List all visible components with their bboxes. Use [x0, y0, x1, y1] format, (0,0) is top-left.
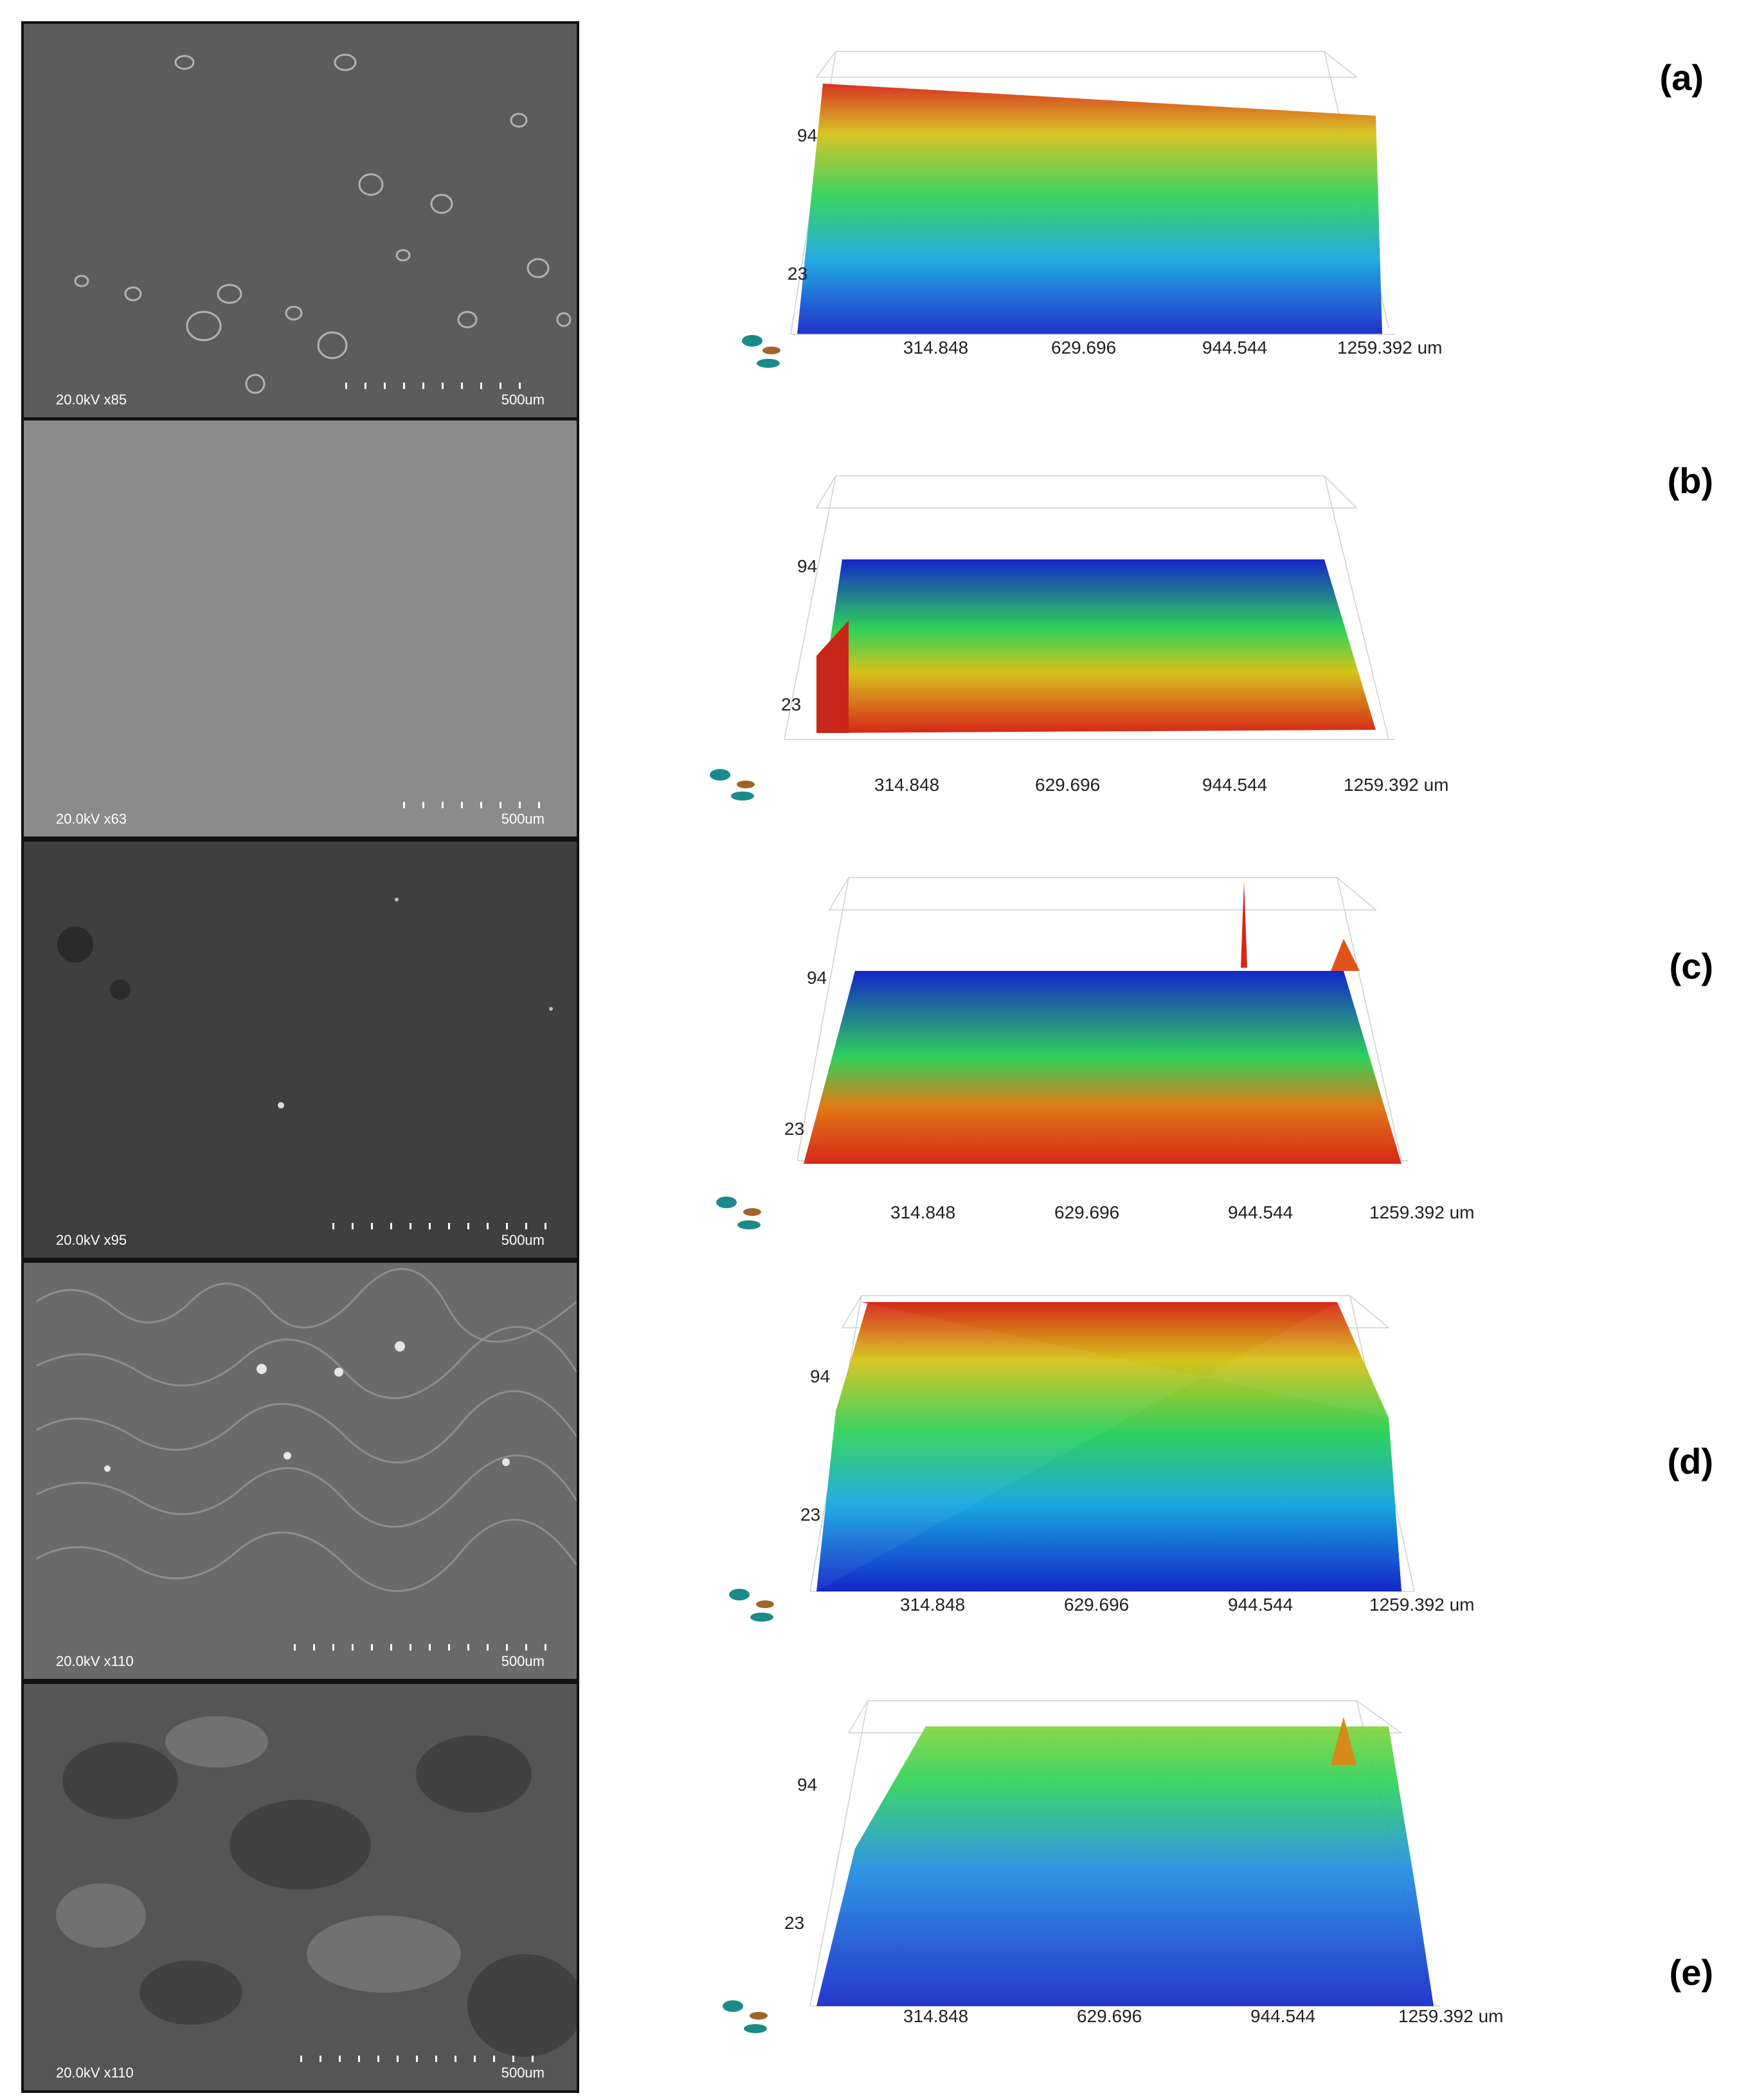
z-tick-bottom: 23 — [800, 1505, 820, 1525]
sem-scale-label: 500um — [501, 2065, 545, 2081]
x-tick-4: 1259.392 um — [1369, 1202, 1474, 1222]
panel-d: 20.0kV x110 500um 94 23 314.848 629.696 … — [0, 1260, 1739, 1681]
sem-scale-label: 500um — [501, 1653, 545, 1669]
profile-3d-svg-d: 94 23 314.848 629.696 944.544 1259.392 u… — [729, 1295, 1474, 1622]
sem-scalebar-ticks — [345, 383, 538, 389]
sem-scale-label: 500um — [501, 811, 545, 827]
sem-texture-a — [74, 53, 572, 394]
sem-info-label: 20.0kV x110 — [56, 2065, 134, 2081]
panel-tag-e: (e) — [1669, 1952, 1713, 1993]
z-tick-bottom: 23 — [781, 694, 801, 714]
profile-3d-svg-c: 94 23 314.848 629.696 944.544 1259.392 u… — [716, 877, 1474, 1229]
profile-3d-e: 94 23 314.848 629.696 944.544 1259.392 u… — [707, 1688, 1543, 2061]
panel-a: 20.0kV x85 500um 94 23 314.848 62 — [0, 0, 1739, 420]
x-tick-3: 944.544 — [1250, 2006, 1315, 2026]
sem-info-label: 20.0kV x95 — [56, 1232, 127, 1248]
sem-scale-label: 500um — [501, 392, 545, 408]
x-tick-2: 629.696 — [1051, 338, 1116, 358]
panel-e: 20.0kV x110 500um 94 23 314.848 629.696 — [0, 1681, 1739, 2100]
sem-info-label: 20.0kV x85 — [56, 392, 127, 408]
x-tick-1: 314.848 — [874, 775, 939, 795]
z-tick-top: 94 — [810, 1366, 830, 1386]
panel-c: 20.0kV x95 500um 94 23 314.848 629.696 — [0, 839, 1739, 1260]
sem-texture-e — [56, 1716, 577, 2057]
x-tick-1: 314.848 — [890, 1202, 955, 1222]
profile-3d-svg-a: 94 23 314.848 629.696 944.544 1259.392 u… — [742, 51, 1442, 368]
sem-scalebar-ticks — [300, 2056, 551, 2062]
sem-image-e: 20.0kV x110 500um — [21, 1681, 579, 2093]
x-tick-3: 944.544 — [1228, 1202, 1293, 1222]
profile-3d-a: 94 23 314.848 629.696 944.544 1259.392 u… — [707, 26, 1543, 386]
sem-image-d: 20.0kV x110 500um — [21, 1260, 579, 1681]
profile-3d-svg-e: 94 23 314.848 629.696 944.544 1259.392 u… — [723, 1700, 1503, 2033]
z-tick-bottom: 23 — [784, 1913, 804, 1933]
panel-tag-c: (c) — [1669, 946, 1713, 986]
x-tick-1: 314.848 — [900, 1595, 965, 1615]
x-tick-4: 1259.392 um — [1369, 1595, 1474, 1615]
x-tick-4: 1259.392 um — [1398, 2006, 1503, 2026]
x-tick-1: 314.848 — [903, 2006, 968, 2026]
axis-orientation-icon — [710, 769, 755, 801]
x-tick-3: 944.544 — [1202, 338, 1267, 358]
spike-field-e — [816, 1726, 1434, 2006]
sem-scalebar-ticks — [403, 802, 551, 808]
z-tick-bottom: 23 — [788, 264, 807, 284]
panel-tag-d: (d) — [1667, 1441, 1713, 1481]
sem-texture-d — [36, 1268, 577, 1592]
x-tick-3: 944.544 — [1228, 1595, 1293, 1615]
panel-tag-a: (a) — [1659, 57, 1704, 98]
x-tick-4: 1259.392 um — [1337, 338, 1442, 358]
x-tick-1: 314.848 — [903, 338, 968, 358]
sem-scalebar-ticks — [294, 1644, 551, 1651]
profile-3d-c: 94 23 314.848 629.696 944.544 1259.392 u… — [707, 865, 1543, 1238]
x-tick-2: 629.696 — [1064, 1595, 1129, 1615]
sem-scale-label: 500um — [501, 1232, 545, 1248]
sem-image-c: 20.0kV x95 500um — [21, 839, 579, 1260]
x-tick-2: 629.696 — [1035, 775, 1100, 795]
sem-image-b: 20.0kV x63 500um — [21, 418, 579, 839]
axis-orientation-icon — [723, 2000, 768, 2033]
x-tick-3: 944.544 — [1202, 775, 1267, 795]
profile-3d-svg-b: 94 23 314.848 629.696 944.544 1259.392 u… — [710, 475, 1448, 801]
z-tick-bottom: 23 — [784, 1119, 804, 1139]
z-tick-top: 94 — [797, 1775, 817, 1795]
axis-orientation-icon — [742, 335, 780, 368]
spike-field-a — [797, 84, 1382, 334]
axis-orientation-icon — [716, 1197, 761, 1229]
profile-3d-d: 94 23 314.848 629.696 944.544 1259.392 u… — [707, 1283, 1543, 1656]
panel-tag-b: (b) — [1667, 460, 1713, 501]
z-tick-top: 94 — [797, 556, 817, 576]
sem-image-a: 20.0kV x85 500um — [21, 21, 579, 420]
panel-b: 20.0kV x63 500um 94 23 314.848 629.696 9… — [0, 418, 1739, 839]
sem-texture-c — [57, 898, 553, 1109]
z-tick-top: 94 — [807, 968, 827, 988]
x-tick-2: 629.696 — [1054, 1202, 1119, 1222]
x-tick-4: 1259.392 um — [1344, 775, 1448, 795]
sem-info-label: 20.0kV x63 — [56, 811, 127, 827]
z-tick-top: 94 — [797, 125, 817, 145]
axis-orientation-icon — [729, 1589, 774, 1622]
profile-3d-b: 94 23 314.848 629.696 944.544 1259.392 u… — [707, 444, 1543, 804]
x-tick-2: 629.696 — [1077, 2006, 1142, 2026]
sem-info-label: 20.0kV x110 — [56, 1653, 134, 1669]
sem-scalebar-ticks — [332, 1223, 551, 1229]
surface-c — [804, 971, 1401, 1164]
surface-b — [816, 559, 1376, 733]
